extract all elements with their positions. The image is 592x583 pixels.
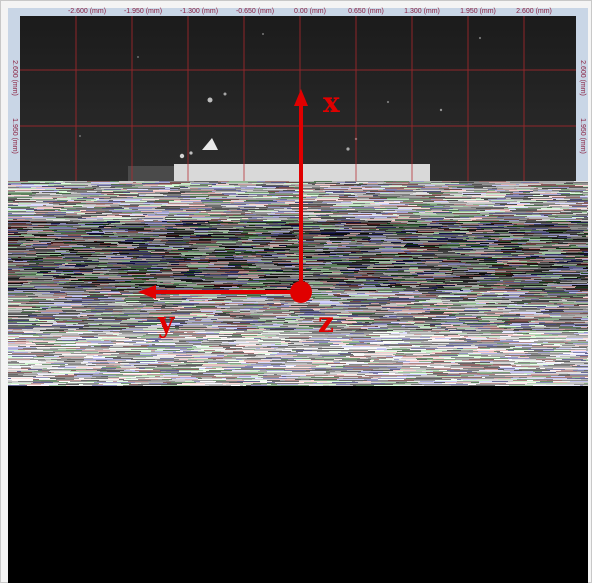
right-tick-label: 2.600 (mm) [579, 60, 586, 96]
right-ruler [576, 16, 588, 181]
left-ruler [8, 16, 20, 181]
camera-image [20, 16, 576, 181]
x-axis-label: x [323, 86, 340, 119]
debris-specks [79, 33, 482, 159]
x-tick-label: -2.600 (mm) [67, 8, 107, 15]
z-axis-label: z [318, 306, 334, 339]
x-tick-label: 2.600 (mm) [516, 8, 552, 15]
x-tick-label: -1.950 (mm) [123, 8, 163, 15]
camera-image-svg [20, 16, 576, 181]
x-tick-label: 0.650 (mm) [348, 8, 384, 15]
x-tick-label: 0.00 (mm) [294, 8, 326, 15]
x-tick-label: -0.650 (mm) [235, 8, 275, 15]
x-tick-label: 1.300 (mm) [404, 8, 440, 15]
x-tick-label: -1.300 (mm) [179, 8, 219, 15]
top-ruler [8, 8, 588, 16]
left-tick-label: 2.600 (mm) [11, 60, 18, 96]
noise-region [8, 181, 588, 386]
left-tick-label: 1.950 (mm) [11, 118, 18, 154]
measurement-grid [20, 16, 576, 181]
x-tick-label: 1.950 (mm) [460, 8, 496, 15]
empty-black-region [8, 386, 588, 583]
specimen-shadow [128, 166, 174, 181]
specimen-edge [174, 164, 430, 181]
y-axis-label: y [158, 306, 175, 339]
noise-pattern [8, 181, 588, 386]
right-tick-label: 1.950 (mm) [579, 118, 586, 154]
